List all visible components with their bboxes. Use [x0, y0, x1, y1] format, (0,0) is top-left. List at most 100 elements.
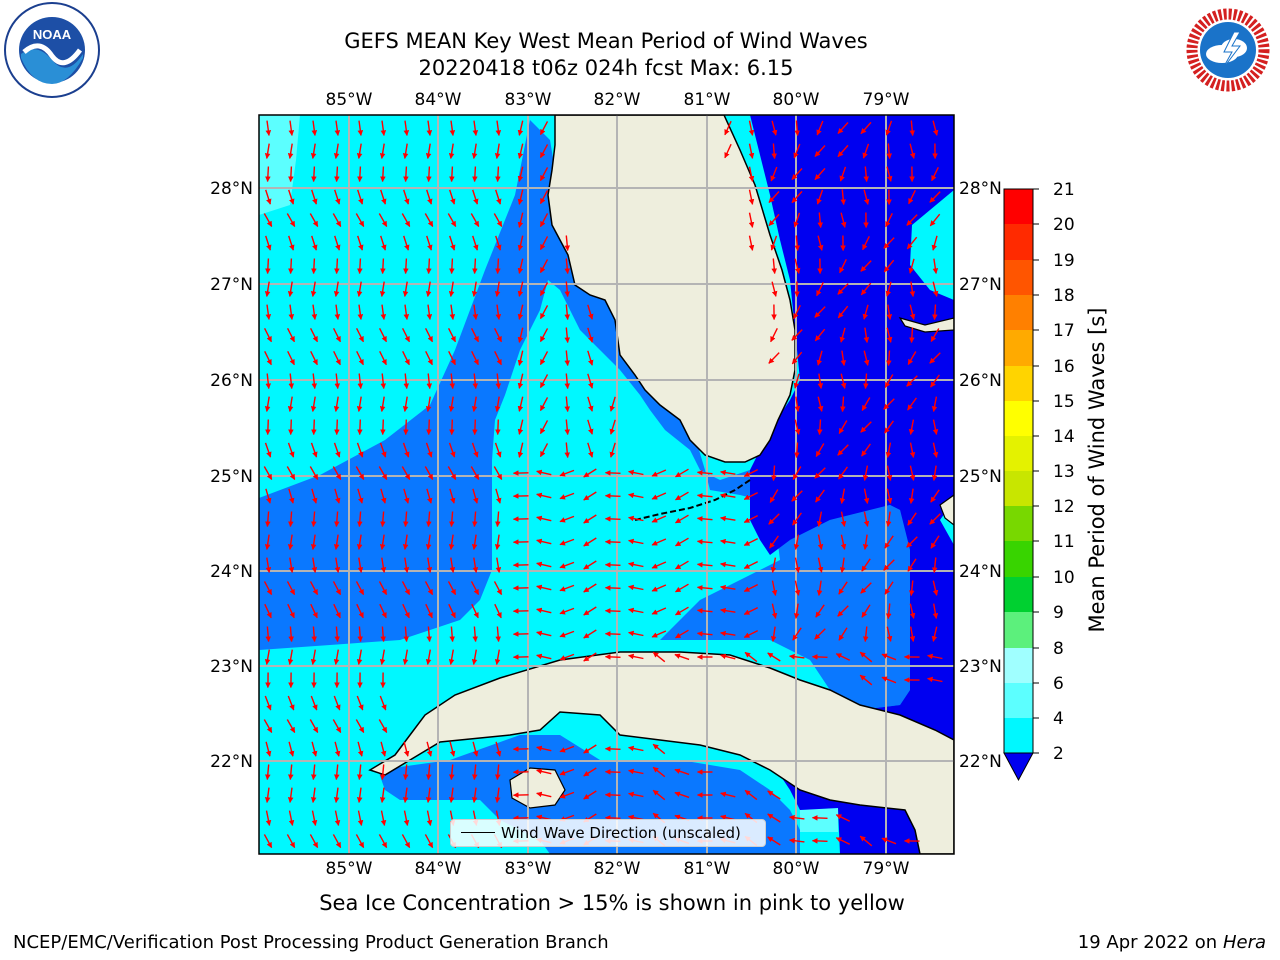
wind-wave-arrow — [881, 653, 897, 661]
wind-wave-arrow — [743, 629, 759, 639]
wind-wave-arrow — [696, 515, 713, 522]
wind-wave-arrow — [840, 511, 847, 527]
wind-wave-arrow — [769, 489, 779, 503]
lon-label: 83°W — [505, 859, 552, 879]
wind-wave-arrow — [932, 120, 939, 136]
wind-wave-arrow — [403, 557, 410, 573]
wind-wave-arrow — [286, 581, 296, 596]
wind-wave-arrow — [495, 741, 502, 757]
wind-wave-arrow — [863, 166, 870, 183]
wind-wave-arrow — [403, 741, 410, 757]
wind-wave-arrow — [426, 189, 433, 205]
wind-wave-arrow — [539, 190, 549, 205]
wind-wave-arrow — [493, 327, 503, 343]
wind-wave-arrow — [402, 281, 409, 297]
florida-keys — [634, 479, 751, 521]
colorbar-segment — [1004, 471, 1033, 506]
wind-wave-arrow — [472, 166, 478, 183]
wind-wave-arrow — [883, 237, 895, 249]
colorbar-tick-label: 15 — [1053, 392, 1075, 412]
wind-wave-arrow — [402, 143, 409, 159]
wind-wave-arrow — [288, 304, 295, 320]
wind-wave-arrow — [379, 787, 386, 803]
wind-wave-arrow — [287, 281, 294, 297]
wind-wave-arrow — [564, 327, 571, 344]
wind-wave-arrow — [332, 834, 342, 849]
wind-wave-arrow — [426, 626, 432, 643]
wind-wave-arrow — [379, 350, 387, 366]
wind-wave-arrow — [815, 604, 825, 618]
wind-wave-arrow — [471, 281, 478, 297]
wind-wave-arrow — [559, 791, 575, 799]
wind-wave-arrow — [861, 604, 871, 618]
wind-wave-arrow — [860, 582, 872, 594]
wind-wave-arrow — [310, 603, 318, 619]
wind-wave-arrow — [403, 626, 409, 643]
wind-wave-arrow — [817, 373, 824, 389]
wind-wave-arrow — [287, 350, 295, 366]
wind-wave-arrow — [604, 746, 621, 752]
wind-wave-arrow — [559, 607, 575, 615]
wind-wave-arrow — [932, 580, 939, 596]
wind-wave-arrow — [472, 373, 479, 390]
wind-wave-arrow — [311, 166, 317, 183]
wind-wave-arrow — [767, 836, 781, 846]
wind-wave-arrow — [334, 626, 340, 643]
wind-wave-arrow — [332, 719, 342, 733]
wind-wave-arrow — [472, 488, 479, 504]
wind-wave-arrow — [587, 350, 594, 366]
wind-wave-arrow — [859, 835, 873, 847]
wind-wave-arrow — [472, 120, 479, 136]
wind-wave-arrow — [402, 649, 409, 665]
wind-wave-arrow — [675, 629, 689, 639]
wind-wave-arrow — [767, 652, 781, 662]
wind-wave-arrow — [448, 442, 456, 458]
colorbar-tick-label: 20 — [1053, 215, 1075, 235]
wind-wave-arrow — [449, 304, 456, 320]
wind-wave-arrow — [674, 768, 690, 776]
wind-wave-arrow — [334, 120, 341, 136]
wind-wave-arrow — [310, 787, 317, 803]
colorbar-tick-label: 9 — [1053, 603, 1064, 623]
wind-wave-arrow — [472, 419, 478, 436]
wind-wave-arrow — [447, 327, 457, 343]
wind-wave-arrow — [816, 511, 823, 527]
wind-wave-arrow — [839, 166, 847, 182]
wind-wave-arrow — [863, 327, 870, 343]
wind-wave-arrow — [743, 537, 759, 547]
wind-wave-arrow — [356, 534, 363, 550]
wind-wave-arrow — [771, 580, 778, 596]
wind-wave-arrow — [539, 374, 549, 389]
wind-wave-arrow — [814, 467, 826, 479]
wind-wave-arrow — [470, 327, 480, 343]
wind-wave-arrow — [931, 465, 938, 481]
wind-wave-arrow — [494, 143, 501, 159]
legend-label: Wind Wave Direction (unscaled) — [501, 824, 741, 842]
wind-wave-arrow — [789, 653, 805, 660]
wind-wave-arrow — [628, 492, 644, 499]
wind-wave-arrow — [559, 653, 575, 661]
wind-wave-arrow — [652, 743, 666, 755]
wind-wave-arrow — [720, 561, 736, 568]
wind-wave-arrows — [263, 120, 943, 849]
wind-wave-arrow — [356, 396, 363, 412]
wind-wave-arrow — [536, 768, 552, 775]
wind-wave-arrow — [333, 603, 341, 619]
wind-wave-arrow — [909, 120, 916, 137]
wind-wave-arrow — [425, 603, 433, 619]
wind-wave-arrow — [356, 764, 363, 781]
wind-wave-arrow — [332, 466, 342, 480]
wind-wave-arrow — [357, 189, 364, 205]
wind-wave-arrow — [449, 626, 455, 643]
wind-wave-arrow — [425, 649, 432, 665]
wind-wave-arrow — [471, 649, 478, 665]
wind-wave-arrow — [931, 557, 938, 574]
wind-wave-arrow — [536, 469, 552, 476]
wind-wave-arrow — [403, 235, 410, 251]
wind-wave-arrow — [840, 373, 847, 389]
wind-wave-arrow — [357, 488, 364, 504]
wind-wave-arrow — [789, 837, 805, 844]
wind-wave-arrow — [651, 515, 667, 523]
wind-wave-arrow — [333, 442, 341, 458]
wind-wave-arrow — [539, 213, 549, 228]
